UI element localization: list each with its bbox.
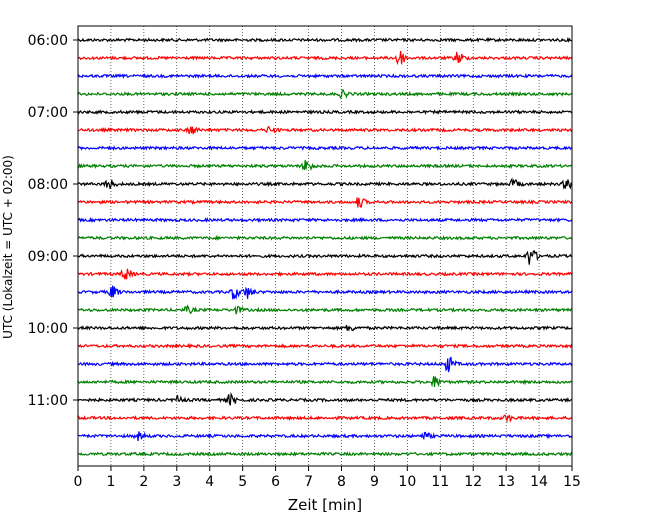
x-tick-label-0: 0 — [74, 474, 83, 490]
x-tick-label-14: 14 — [530, 474, 548, 490]
x-tick-label-6: 6 — [271, 474, 280, 490]
trace-1145 — [77, 451, 573, 457]
trace-1130 — [78, 431, 573, 442]
x-tick-label-11: 11 — [431, 474, 449, 490]
trace-0645 — [77, 89, 573, 100]
y-tick-label-0900: 09:00 — [28, 249, 68, 265]
x-axis-label: Zeit [min] — [288, 496, 362, 514]
x-axis-ticks: 0 1 2 3 4 5 6 7 8 9 10 11 12 13 14 15 — [74, 466, 581, 490]
x-tick-label-12: 12 — [464, 474, 482, 490]
x-tick-label-15: 15 — [563, 474, 581, 490]
y-tick-label-0700: 07:00 — [28, 105, 68, 121]
trace-0945 — [77, 304, 573, 315]
x-tick-label-5: 5 — [238, 474, 247, 490]
trace-1000 — [77, 325, 573, 332]
plot-frame — [77, 25, 573, 467]
x-tick-label-4: 4 — [205, 474, 214, 490]
x-tick-label-8: 8 — [337, 474, 346, 490]
trace-1045 — [77, 376, 573, 388]
trace-1030 — [77, 356, 573, 373]
x-tick-label-2: 2 — [139, 474, 148, 490]
trace-0845 — [77, 234, 573, 241]
y-tick-label-0800: 08:00 — [28, 177, 68, 193]
x-tick-label-10: 10 — [398, 474, 416, 490]
trace-0600 — [77, 36, 573, 44]
trace-0800 — [77, 177, 573, 190]
trace-0730 — [77, 145, 573, 151]
trace-0900 — [77, 249, 573, 265]
trace-0830 — [77, 217, 573, 224]
grid-lines — [110, 26, 540, 466]
trace-0915 — [77, 268, 573, 280]
trace-0630 — [77, 72, 573, 80]
trace-1015 — [77, 342, 573, 350]
x-tick-label-3: 3 — [172, 474, 181, 490]
trace-1100 — [77, 391, 572, 406]
x-tick-label-9: 9 — [370, 474, 379, 490]
trace-0815 — [77, 197, 573, 208]
y-tick-label-0600: 06:00 — [28, 33, 68, 49]
seismic-traces — [77, 36, 573, 457]
x-tick-label-1: 1 — [106, 474, 115, 490]
trace-0715 — [77, 126, 573, 135]
trace-1115 — [77, 414, 573, 424]
trace-0745 — [77, 159, 573, 171]
trace-0700 — [77, 109, 573, 115]
y-axis-ticks: 06:00 07:00 08:00 09:00 10:00 11:00 — [28, 33, 78, 409]
y-axis-label: UTC (Lokalzeit = UTC + 02:00) — [1, 155, 15, 339]
y-tick-label-1000: 10:00 — [28, 321, 68, 337]
trace-0615 — [77, 50, 573, 66]
y-tick-label-1100: 11:00 — [28, 393, 68, 409]
x-tick-label-13: 13 — [497, 474, 515, 490]
x-tick-label-7: 7 — [304, 474, 313, 490]
trace-0930 — [77, 285, 573, 300]
